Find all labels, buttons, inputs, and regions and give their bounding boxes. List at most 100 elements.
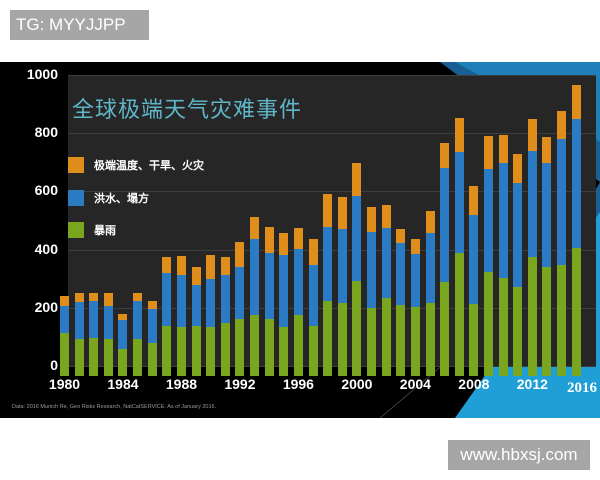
- bar-segment: [118, 338, 128, 376]
- legend-label: 洪水、塌方: [94, 192, 149, 205]
- bar-segment: [308, 265, 318, 326]
- bar-segment: [279, 233, 289, 255]
- bar-segment: [337, 229, 347, 303]
- bar-segment: [60, 306, 69, 333]
- y-tick-label: 0: [50, 357, 58, 373]
- watermark-top: TG: MYYJJPP: [10, 10, 149, 40]
- legend-item-storm: 暴雨: [68, 222, 116, 238]
- bar-segment: [425, 292, 435, 376]
- bar-segment: [440, 167, 450, 282]
- bar-segment: [118, 314, 128, 321]
- watermark-bottom: www.hbxsj.com: [448, 440, 590, 470]
- bar-segment: [352, 195, 362, 282]
- x-tick-label: 2012: [516, 376, 548, 392]
- bar-segment: [381, 204, 391, 228]
- bar-segment: [293, 304, 303, 376]
- bar-segment: [483, 262, 493, 376]
- bar-segment: [308, 238, 318, 266]
- bar-segment: [74, 302, 84, 340]
- legend-label: 极端温度、干旱、火灾: [94, 159, 204, 172]
- legend-item-flood-landslide: 洪水、塌方: [68, 190, 149, 206]
- bar-segment: [264, 308, 274, 376]
- bar-segment: [498, 135, 508, 163]
- bar-segment: [527, 246, 537, 376]
- bar-segment: [483, 135, 493, 170]
- bar-segment: [410, 238, 420, 255]
- x-tick-label: 1980: [48, 376, 81, 392]
- bar-segment: [557, 139, 567, 266]
- bar-segment: [89, 327, 99, 376]
- legend-item-heat-drought-fire: 极端温度、干旱、火灾: [68, 157, 204, 173]
- bar-segment: [103, 329, 113, 376]
- bar-segment: [396, 294, 406, 376]
- bar-segment: [235, 242, 245, 267]
- bar-segment: [89, 293, 99, 301]
- legend-label: 暴雨: [94, 224, 116, 237]
- bar-segment: [469, 185, 479, 216]
- bar-segment: [250, 304, 260, 376]
- bar-segment: [352, 271, 362, 376]
- bar-segment: [513, 183, 523, 287]
- bar-segment: [308, 315, 318, 376]
- bar-segment: [454, 151, 464, 253]
- bar-segment: [571, 237, 581, 376]
- bar-segment: [206, 254, 216, 280]
- bar-segment: [425, 211, 435, 234]
- bar-segment: [162, 272, 172, 326]
- bar-segment: [557, 255, 567, 376]
- bar-segment: [454, 117, 464, 152]
- bar-segment: [220, 313, 230, 376]
- bar-segment: [542, 137, 552, 163]
- bar-segment: [352, 162, 362, 196]
- bar-segment: [381, 288, 391, 376]
- bar-segment: [250, 217, 260, 239]
- bar-segment: [235, 266, 245, 319]
- x-tick-label: 1996: [282, 376, 314, 392]
- bar-segment: [176, 275, 186, 328]
- x-tick-label: 1992: [224, 376, 256, 392]
- x-tick-label: 2008: [458, 376, 490, 392]
- bar-segment: [176, 317, 186, 376]
- bar-segment: [147, 309, 157, 344]
- bar-segment: [103, 306, 113, 340]
- bar-segment: [571, 85, 581, 120]
- bar-segment: [527, 151, 537, 257]
- bar-segment: [337, 292, 347, 376]
- bar-segment: [264, 252, 274, 319]
- y-tick-label: 400: [34, 240, 58, 257]
- bar-segment: [323, 227, 333, 301]
- x-tick-label: 2004: [399, 376, 431, 392]
- bar-segment: [279, 254, 289, 328]
- bar-segment: [147, 333, 157, 376]
- bar-segment: [206, 279, 216, 328]
- bar-segment: [513, 153, 523, 184]
- bar-segment: [162, 315, 172, 376]
- bar-segment: [250, 238, 260, 315]
- bar-segment: [542, 256, 552, 376]
- y-tick-label: 1000: [26, 66, 58, 82]
- x-tick-label: 1988: [165, 376, 198, 392]
- bar-segment: [469, 215, 479, 305]
- bar-segment: [396, 243, 406, 305]
- bar-segment: [367, 231, 377, 308]
- bar-segment: [279, 317, 289, 376]
- bar-segment: [323, 194, 333, 227]
- bar-segment: [220, 275, 230, 324]
- gridline: [68, 133, 596, 135]
- bar-segment: [264, 227, 274, 253]
- bar-segment: [323, 290, 333, 376]
- x-tick-label: 1984: [107, 376, 139, 392]
- bar-segment: [162, 256, 172, 273]
- bar-segment: [337, 197, 347, 230]
- bar-segment: [133, 329, 143, 376]
- bar-segment: [454, 242, 464, 376]
- bar-segment: [60, 322, 69, 376]
- bar-segment: [293, 249, 303, 315]
- bar-segment: [89, 300, 99, 338]
- x-tick-label: 2000: [341, 376, 373, 392]
- bar-segment: [571, 119, 581, 248]
- bar-segment: [367, 206, 377, 232]
- legend-swatch-blue: [68, 190, 84, 206]
- bar-segment: [206, 317, 216, 376]
- bar-segment: [440, 142, 450, 168]
